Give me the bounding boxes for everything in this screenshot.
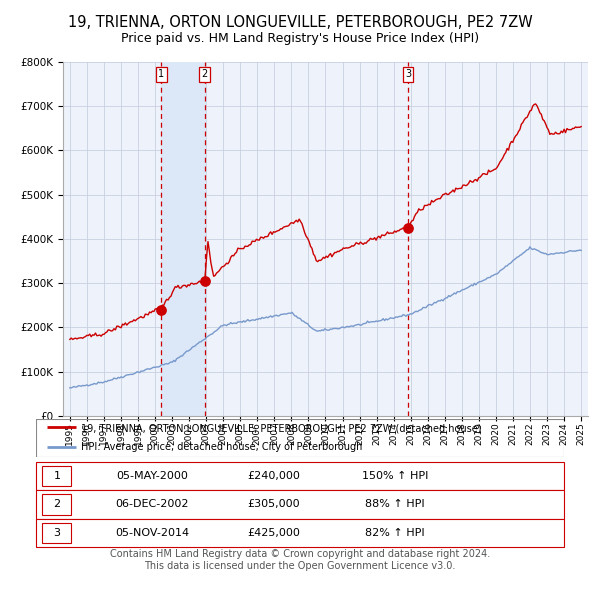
Text: £305,000: £305,000 [247,500,300,509]
Text: Price paid vs. HM Land Registry's House Price Index (HPI): Price paid vs. HM Land Registry's House … [121,32,479,45]
FancyBboxPatch shape [36,519,564,547]
Text: 1: 1 [158,70,164,79]
FancyBboxPatch shape [36,490,564,519]
Text: 05-NOV-2014: 05-NOV-2014 [115,528,189,537]
Text: £240,000: £240,000 [247,471,300,481]
Point [403,223,413,232]
Text: HPI: Average price, detached house, City of Peterborough: HPI: Average price, detached house, City… [81,442,362,453]
FancyBboxPatch shape [36,462,564,490]
Text: 06-DEC-2002: 06-DEC-2002 [115,500,189,509]
Point [156,305,166,314]
Text: 2: 2 [53,500,61,509]
Text: £425,000: £425,000 [247,528,300,537]
Text: 19, TRIENNA, ORTON LONGUEVILLE, PETERBOROUGH, PE2 7ZW: 19, TRIENNA, ORTON LONGUEVILLE, PETERBOR… [68,15,532,30]
Text: 88% ↑ HPI: 88% ↑ HPI [365,500,425,509]
Bar [161,62,205,416]
FancyBboxPatch shape [43,523,71,543]
Text: 05-MAY-2000: 05-MAY-2000 [116,471,188,481]
FancyBboxPatch shape [43,466,71,486]
Text: 2: 2 [202,70,208,79]
Text: 3: 3 [53,528,61,537]
Text: Contains HM Land Registry data © Crown copyright and database right 2024.
This d: Contains HM Land Registry data © Crown c… [110,549,490,571]
FancyBboxPatch shape [43,494,71,514]
Text: 150% ↑ HPI: 150% ↑ HPI [362,471,428,481]
Text: 19, TRIENNA, ORTON LONGUEVILLE, PETERBOROUGH, PE2 7ZW (detached house): 19, TRIENNA, ORTON LONGUEVILLE, PETERBOR… [81,423,481,433]
Point [200,276,209,286]
Text: 3: 3 [405,70,411,79]
Text: 82% ↑ HPI: 82% ↑ HPI [365,528,425,537]
Text: 1: 1 [53,471,61,481]
